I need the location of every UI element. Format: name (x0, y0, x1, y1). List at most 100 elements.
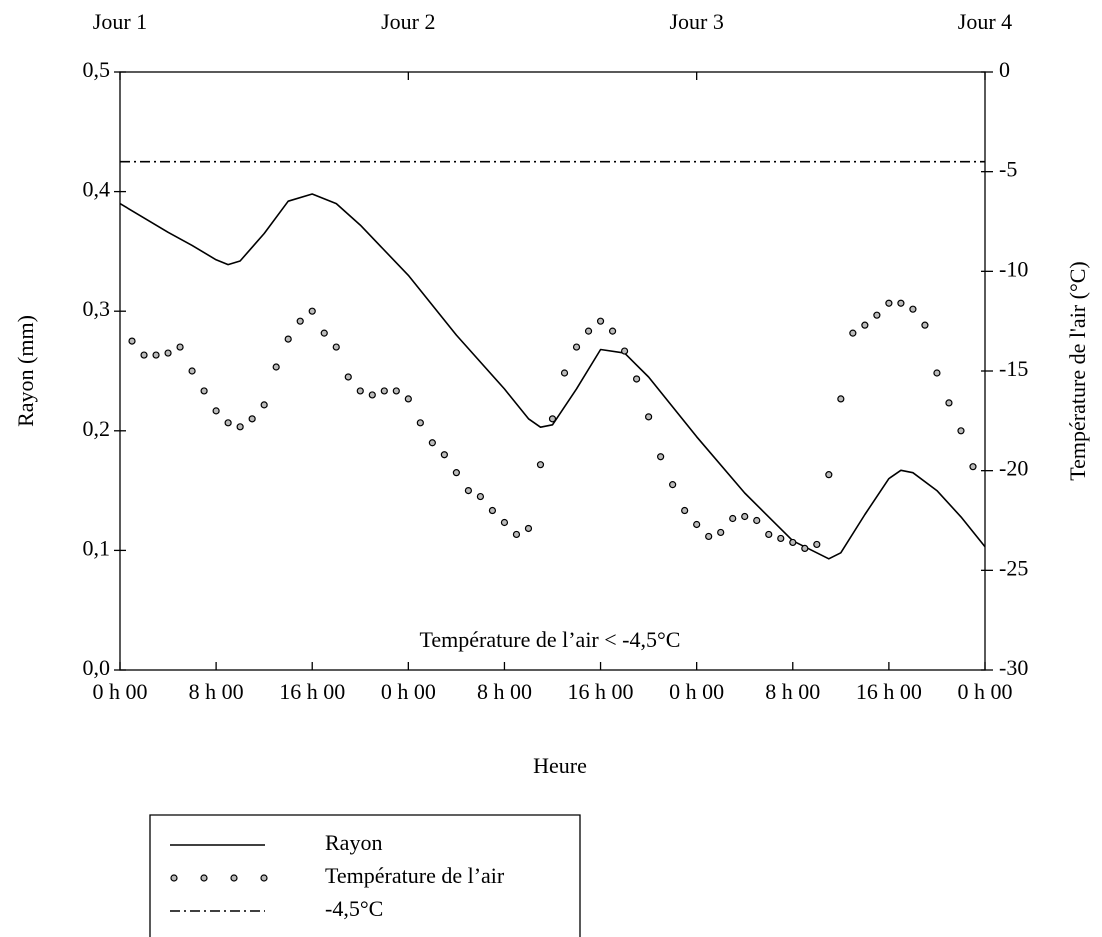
data-point (620, 347, 629, 355)
data-point (741, 512, 749, 521)
legend-marker (170, 874, 178, 882)
data-point (969, 463, 977, 471)
data-point (957, 427, 965, 435)
legend-label: Rayon (325, 830, 382, 855)
data-point (188, 367, 196, 375)
data-point (308, 307, 316, 315)
data-point (452, 469, 460, 477)
data-point (789, 538, 797, 547)
y2-tick-label: -5 (999, 157, 1017, 182)
data-point (236, 423, 244, 431)
data-point (572, 343, 581, 351)
data-point (248, 415, 256, 423)
data-point (128, 337, 136, 345)
y-tick-label: 0,3 (83, 296, 111, 321)
y2-tick-label: -10 (999, 256, 1028, 281)
data-point (801, 544, 809, 553)
x2-tick-label: Jour 3 (669, 9, 723, 34)
x-tick-label: 16 h 00 (568, 679, 634, 704)
y-axis-label: Rayon (mm) (13, 315, 38, 427)
data-point (344, 373, 352, 381)
data-point (657, 453, 665, 461)
data-point (464, 487, 473, 495)
data-point (596, 317, 605, 325)
x-tick-label: 16 h 00 (856, 679, 922, 704)
data-point (536, 461, 545, 469)
y2-tick-label: -15 (999, 356, 1028, 381)
x-tick-label: 0 h 00 (958, 679, 1013, 704)
x2-tick-label: Jour 2 (381, 9, 435, 34)
data-point (608, 327, 617, 335)
data-point (332, 343, 340, 351)
x2-tick-label: Jour 4 (958, 9, 1012, 34)
data-point (584, 327, 593, 335)
data-point (260, 401, 268, 409)
y-tick-label: 0,4 (83, 177, 111, 202)
data-point (284, 335, 292, 343)
data-point (476, 492, 485, 501)
data-point (669, 481, 677, 489)
data-point (548, 415, 557, 423)
data-point (753, 516, 761, 525)
data-point (632, 375, 641, 383)
data-point (212, 407, 220, 415)
data-point (152, 351, 160, 359)
legend-marker (230, 874, 238, 882)
data-point (368, 391, 376, 399)
x-tick-label: 8 h 00 (765, 679, 820, 704)
data-point (272, 363, 280, 371)
data-point (813, 540, 821, 549)
legend-marker (200, 874, 208, 882)
data-point (885, 299, 893, 307)
data-point (897, 299, 905, 307)
y2-tick-label: -30 (999, 655, 1028, 680)
data-point (645, 413, 653, 421)
data-point (224, 419, 232, 427)
data-point (200, 387, 208, 395)
data-point (849, 329, 857, 337)
data-point (909, 305, 917, 313)
data-point (404, 395, 412, 403)
legend-label: Température de l’air (325, 863, 505, 888)
x-tick-label: 8 h 00 (189, 679, 244, 704)
legend-marker (260, 874, 268, 882)
data-point (705, 532, 713, 541)
legend-label: -4,5°C (325, 896, 383, 921)
data-point (729, 514, 737, 523)
y-tick-label: 0,2 (83, 416, 111, 441)
data-point (921, 321, 929, 329)
data-point (933, 369, 941, 377)
x-tick-label: 16 h 00 (279, 679, 345, 704)
data-point (356, 387, 364, 395)
y-tick-label: 0,1 (83, 535, 111, 560)
data-point (765, 530, 773, 539)
data-point (512, 530, 521, 539)
data-point (392, 387, 400, 395)
data-point (837, 395, 845, 403)
data-point (320, 329, 328, 337)
x-tick-label: 0 h 00 (381, 679, 436, 704)
y2-tick-label: 0 (999, 57, 1010, 82)
data-point (777, 534, 785, 543)
data-point (176, 343, 184, 351)
y-tick-label: 0,0 (83, 655, 111, 680)
x2-tick-label: Jour 1 (93, 9, 147, 34)
data-point (500, 518, 509, 527)
y2-tick-label: -20 (999, 456, 1028, 481)
data-point (945, 399, 953, 407)
data-point (296, 317, 304, 325)
x-tick-label: 8 h 00 (477, 679, 532, 704)
data-point (693, 520, 701, 529)
data-point (681, 506, 689, 515)
x-tick-label: 0 h 00 (93, 679, 148, 704)
data-point (861, 321, 869, 329)
data-point (825, 471, 833, 479)
y2-axis-label: Température de l'air (°C) (1065, 261, 1090, 481)
data-point (440, 451, 448, 459)
y-tick-label: 0,5 (83, 57, 111, 82)
data-point (488, 506, 497, 515)
data-point (717, 528, 725, 537)
y2-tick-label: -25 (999, 555, 1028, 580)
data-point (873, 311, 881, 319)
